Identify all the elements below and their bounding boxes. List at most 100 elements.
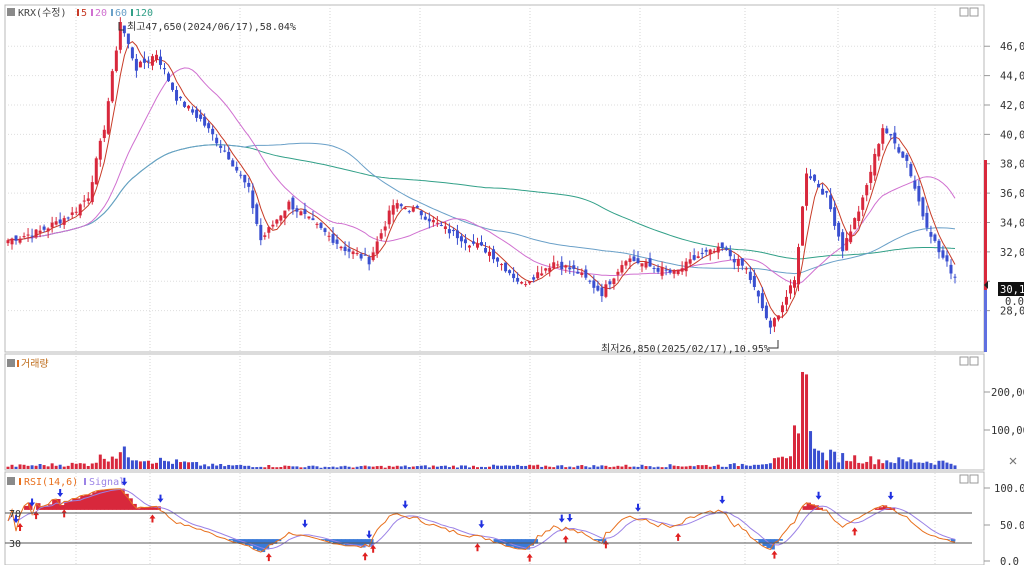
minimize-button[interactable] xyxy=(960,8,968,16)
candle-body xyxy=(452,230,455,231)
candle-body xyxy=(143,59,146,63)
candle-body xyxy=(103,130,106,138)
volume-bar xyxy=(183,461,186,469)
volume-bar xyxy=(612,467,615,469)
volume-bar xyxy=(881,463,884,469)
rsi-maximize-button[interactable] xyxy=(970,475,978,483)
volume-bar xyxy=(624,465,627,469)
rsi-oversold-area xyxy=(257,539,261,551)
candle-body xyxy=(111,71,114,101)
candle-body xyxy=(897,147,900,152)
volume-bar xyxy=(448,467,451,469)
volume-bar xyxy=(11,465,14,469)
volume-bar xyxy=(729,464,732,469)
candle-body xyxy=(179,97,182,98)
price-tick-label-2: 32,00 xyxy=(1000,247,1024,259)
volume-bar xyxy=(39,464,42,469)
volume-bar xyxy=(380,466,383,469)
volume-bar xyxy=(889,462,892,469)
candle-body xyxy=(893,133,896,144)
volume-bar xyxy=(55,466,58,469)
volume-bar xyxy=(845,461,848,469)
volume-bar xyxy=(247,466,250,469)
volume-bar xyxy=(279,467,282,469)
candle-body xyxy=(247,183,250,187)
candle-body xyxy=(211,129,214,134)
candle-body xyxy=(283,211,286,218)
candle-body xyxy=(11,239,14,245)
candle-body xyxy=(332,234,335,243)
volume-bar xyxy=(428,467,431,469)
volume-bar xyxy=(436,467,439,469)
candle-body xyxy=(279,216,282,221)
candle-body xyxy=(380,233,383,238)
rsi-overbought-area xyxy=(48,504,52,510)
candle-body xyxy=(139,62,142,68)
volume-bar xyxy=(388,466,391,469)
candle-body xyxy=(135,59,138,71)
candle-body xyxy=(705,250,708,252)
volume-bar xyxy=(472,466,475,469)
volume-bar xyxy=(303,467,306,469)
candle-body xyxy=(801,207,804,246)
panel-menu-icon[interactable] xyxy=(7,8,15,16)
candle-body xyxy=(737,259,740,266)
volume-bar xyxy=(143,461,146,469)
volume-minimize-button[interactable] xyxy=(960,357,968,365)
volume-bar xyxy=(484,467,487,469)
candle-body xyxy=(267,227,270,233)
candle-body xyxy=(933,235,936,241)
candle-body xyxy=(841,232,844,251)
volume-bar xyxy=(773,458,776,469)
volume-bar xyxy=(697,465,700,469)
volume-bar xyxy=(653,467,656,469)
candle-body xyxy=(372,252,375,260)
volume-bar xyxy=(853,455,856,469)
candle-body xyxy=(773,318,776,326)
volume-bar xyxy=(757,465,760,469)
candle-body xyxy=(55,221,58,224)
volume-menu-icon[interactable] xyxy=(7,359,15,367)
candle-body xyxy=(653,268,656,269)
candle-body xyxy=(665,270,668,271)
candle-body xyxy=(620,265,623,272)
candle-body xyxy=(949,265,952,274)
volume-bar xyxy=(123,446,126,469)
candle-body xyxy=(255,204,258,224)
candle-body xyxy=(624,261,627,265)
candle-body xyxy=(195,110,198,118)
candle-body xyxy=(91,182,94,202)
rsi-menu-icon[interactable] xyxy=(7,477,15,485)
volume-bar xyxy=(287,466,290,469)
volume-axis-scale-icon[interactable] xyxy=(1010,458,1016,464)
candle-body xyxy=(909,164,912,176)
volume-bar xyxy=(909,459,912,469)
volume-bar xyxy=(496,466,499,469)
candle-body xyxy=(560,262,563,269)
ma5-swatch xyxy=(77,9,79,16)
candle-body xyxy=(584,270,587,278)
candle-body xyxy=(328,236,331,237)
candle-body xyxy=(693,255,696,260)
volume-bar xyxy=(797,433,800,469)
candle-body xyxy=(725,248,728,250)
candle-body xyxy=(424,217,427,220)
volume-bar xyxy=(364,466,367,469)
candle-body xyxy=(271,225,274,227)
candle-body xyxy=(520,282,523,283)
volume-bar xyxy=(83,464,86,469)
price-axis: 28,0032,0034,0036,0038,0040,0042,0044,00… xyxy=(984,41,1024,317)
volume-bar xyxy=(492,465,495,469)
volume-bar xyxy=(131,460,134,469)
maximize-button[interactable] xyxy=(970,8,978,16)
rsi-legend: RSI(14,6) Signal xyxy=(7,477,125,488)
volume-bar xyxy=(267,465,270,469)
volume-maximize-button[interactable] xyxy=(970,357,978,365)
candle-body xyxy=(23,236,26,237)
candle-body xyxy=(532,277,535,279)
candle-body xyxy=(729,250,732,256)
candle-body xyxy=(681,268,684,271)
rsi-minimize-button[interactable] xyxy=(960,475,968,483)
volume-bar xyxy=(901,459,904,469)
volume-bar xyxy=(15,467,18,469)
